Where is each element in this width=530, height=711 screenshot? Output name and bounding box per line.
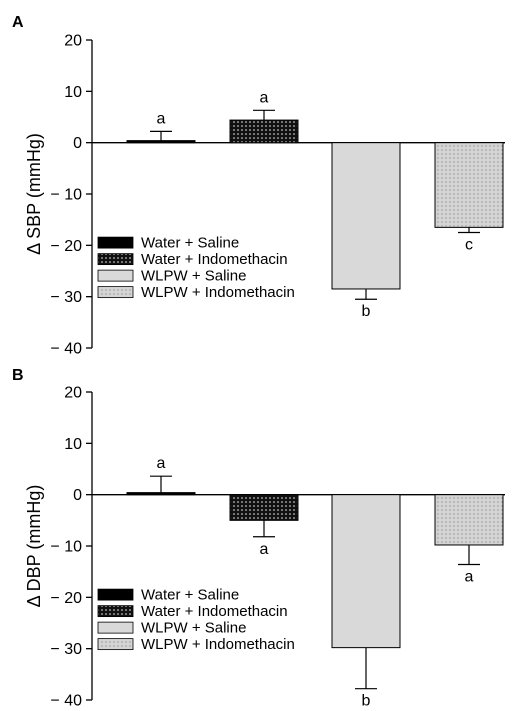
bar-3 xyxy=(331,494,401,649)
y-tick-label: 10 xyxy=(64,84,82,101)
significance-label-1: a xyxy=(157,110,166,127)
significance-label-4: c xyxy=(465,237,473,254)
legend-swatch-4 xyxy=(97,286,134,299)
bar-4 xyxy=(434,142,504,228)
y-tick-label: − 40 xyxy=(50,693,82,710)
y-tick-label: 20 xyxy=(64,33,82,50)
y-tick-label: − 30 xyxy=(50,641,82,658)
panel-letter: A xyxy=(12,14,24,31)
chart-panel-a: A 20 10 0 − 10 − 20 − 30 − 40 Δ SBP (mmHg) a a b c Wa… xyxy=(12,14,505,358)
bar-1 xyxy=(126,492,196,496)
significance-label-3: b xyxy=(362,693,371,710)
y-tick-label: 10 xyxy=(64,436,82,453)
legend-label-4: WLPW + Indomethacin xyxy=(141,284,295,301)
bar-4 xyxy=(434,494,504,546)
significance-label-1: a xyxy=(157,455,166,472)
y-tick-label: − 20 xyxy=(50,590,82,607)
legend-label-2: Water + Indomethacin xyxy=(141,251,288,268)
y-tick-label: − 40 xyxy=(50,341,82,358)
legend-label-2: Water + Indomethacin xyxy=(141,603,288,620)
y-axis-title: Δ DBP (mmHg) xyxy=(24,485,44,608)
y-tick-label: − 30 xyxy=(50,289,82,306)
legend-swatch-2 xyxy=(97,605,134,618)
legend-swatch-1 xyxy=(97,236,134,249)
y-tick-label: − 20 xyxy=(50,238,82,255)
y-tick-label: − 10 xyxy=(50,187,82,204)
y-tick-label: 0 xyxy=(73,135,82,152)
significance-label-3: b xyxy=(362,303,371,320)
y-tick-label: 0 xyxy=(73,487,82,504)
legend-swatch-3 xyxy=(97,621,134,634)
chart-panel-b: B 20 10 0 − 10 − 20 − 30 − 40 Δ DBP (mmHg) a a b a Wa… xyxy=(12,367,505,710)
legend-label-1: Water + Saline xyxy=(141,587,239,604)
significance-label-2: a xyxy=(260,89,269,106)
legend-swatch-3 xyxy=(97,269,134,282)
y-tick-label: − 10 xyxy=(50,539,82,556)
panel-letter: B xyxy=(12,367,24,384)
y-axis-title: Δ SBP (mmHg) xyxy=(24,133,44,255)
bar-2 xyxy=(229,494,299,521)
bar-1 xyxy=(126,140,196,144)
significance-label-4: a xyxy=(465,568,474,585)
legend-swatch-4 xyxy=(97,638,134,651)
bar-3 xyxy=(331,142,401,290)
legend-label-4: WLPW + Indomethacin xyxy=(141,636,295,653)
legend-label-1: Water + Saline xyxy=(141,235,239,252)
y-tick-label: 20 xyxy=(64,385,82,402)
legend-label-3: WLPW + Saline xyxy=(141,268,246,285)
legend-swatch-2 xyxy=(97,253,134,266)
significance-label-2: a xyxy=(260,541,269,558)
legend-swatch-1 xyxy=(97,588,134,601)
bar-2 xyxy=(229,119,299,144)
legend-label-3: WLPW + Saline xyxy=(141,620,246,637)
